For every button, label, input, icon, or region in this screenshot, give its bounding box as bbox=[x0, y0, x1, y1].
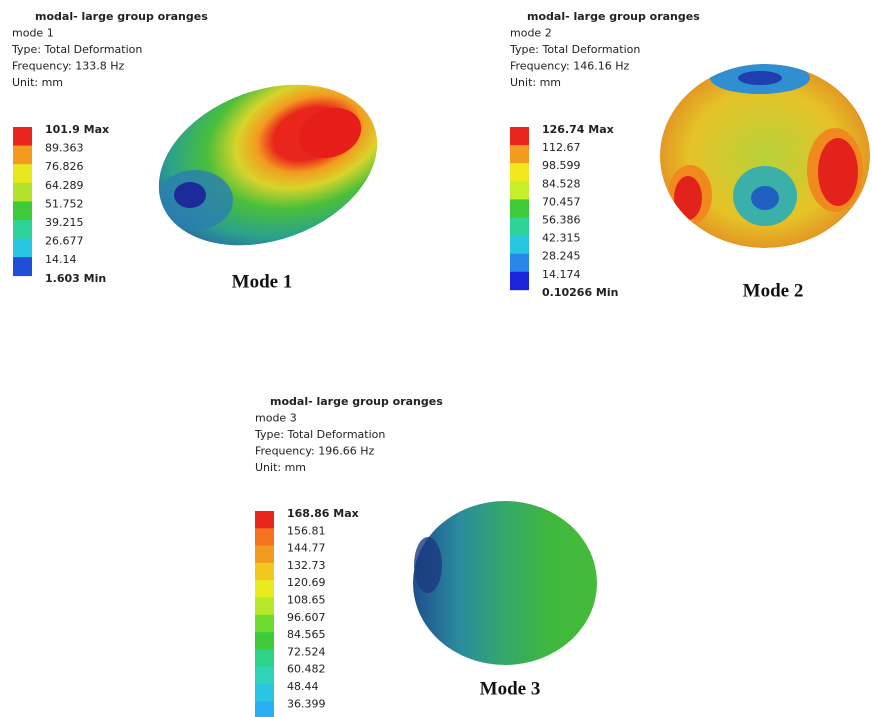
legend-swatch bbox=[255, 667, 274, 685]
panel-title: modal- large group oranges bbox=[270, 395, 443, 408]
legend-swatch bbox=[13, 239, 32, 258]
legend-swatch bbox=[13, 164, 32, 183]
legend-label: 96.607 bbox=[287, 611, 326, 624]
legend-swatch bbox=[510, 163, 529, 181]
legend-swatch bbox=[255, 684, 274, 702]
legend-swatch bbox=[510, 218, 529, 236]
legend-label: 132.73 bbox=[287, 559, 326, 572]
legend-swatch bbox=[13, 127, 32, 146]
legend-label: 36.399 bbox=[287, 697, 326, 710]
legend-label: 70.457 bbox=[542, 195, 581, 208]
legend-label: 84.565 bbox=[287, 628, 326, 641]
panel-title: modal- large group oranges bbox=[527, 10, 700, 23]
legend-swatch bbox=[510, 127, 529, 145]
caption: Mode 1 bbox=[232, 271, 293, 292]
legend-swatch bbox=[510, 236, 529, 254]
legend-label: 76.826 bbox=[45, 160, 84, 173]
legend-label: 120.69 bbox=[287, 576, 326, 589]
panel-unit: Unit: mm bbox=[510, 76, 561, 89]
legend-swatch bbox=[510, 272, 529, 290]
legend-label: 98.599 bbox=[542, 159, 581, 172]
legend-label: 14.174 bbox=[542, 268, 581, 281]
mode1-body bbox=[136, 56, 400, 274]
legend-label: 1.603 Min bbox=[45, 272, 106, 285]
panel-unit: Unit: mm bbox=[12, 76, 63, 89]
legend-label: 112.67 bbox=[542, 141, 581, 154]
legend-label: 72.524 bbox=[287, 645, 326, 658]
legend-swatch bbox=[510, 181, 529, 199]
legend-swatch bbox=[255, 632, 274, 650]
legend-label: 126.74 Max bbox=[542, 123, 614, 136]
legend-swatch bbox=[13, 220, 32, 239]
legend-label: 168.86 Max bbox=[287, 507, 359, 520]
figure: modal- large group oranges mode 1 Type: To… bbox=[0, 0, 872, 717]
legend-swatch bbox=[510, 254, 529, 272]
legend-swatch bbox=[255, 528, 274, 546]
legend-swatch bbox=[13, 183, 32, 202]
legend-swatch bbox=[255, 615, 274, 633]
legend-swatch bbox=[510, 199, 529, 217]
legend-label: 101.9 Max bbox=[45, 123, 109, 136]
legend-label: 14.14 bbox=[45, 253, 77, 266]
panel-type: Type: Total Deformation bbox=[509, 43, 640, 56]
caption: Mode 2 bbox=[743, 280, 804, 301]
panel-unit: Unit: mm bbox=[255, 461, 306, 474]
panel-frequency: Frequency: 133.8 Hz bbox=[12, 60, 124, 73]
caption: Mode 3 bbox=[480, 678, 541, 699]
legend-swatch bbox=[13, 146, 32, 165]
legend-swatch bbox=[255, 598, 274, 616]
mode2-body bbox=[660, 62, 870, 248]
legend-swatch bbox=[13, 257, 32, 276]
legend-label: 42.315 bbox=[542, 232, 581, 245]
panel-mode: mode 1 bbox=[12, 27, 54, 40]
legend-label: 28.245 bbox=[542, 250, 581, 263]
panel-title: modal- large group oranges bbox=[35, 10, 208, 23]
legend-swatch bbox=[255, 546, 274, 564]
legend-label: 51.752 bbox=[45, 197, 84, 210]
panel-frequency: Frequency: 146.16 Hz bbox=[510, 60, 629, 73]
legend-swatch bbox=[255, 701, 274, 717]
mode3-body bbox=[413, 501, 597, 665]
legend-label: 60.482 bbox=[287, 663, 326, 676]
legend-swatch bbox=[13, 201, 32, 220]
legend-label: 0.10266 Min bbox=[542, 286, 618, 299]
legend-swatch bbox=[510, 145, 529, 163]
panel-type: Type: Total Deformation bbox=[254, 428, 385, 441]
legend-label: 108.65 bbox=[287, 594, 326, 607]
panel-mode: mode 2 bbox=[510, 27, 552, 40]
legend-label: 144.77 bbox=[287, 542, 326, 555]
panel-type: Type: Total Deformation bbox=[11, 43, 142, 56]
legend-swatch bbox=[255, 649, 274, 667]
legend-label: 26.677 bbox=[45, 235, 84, 248]
legend-label: 156.81 bbox=[287, 524, 326, 537]
legend-label: 64.289 bbox=[45, 179, 84, 192]
legend-swatch bbox=[255, 580, 274, 598]
legend-label: 84.528 bbox=[542, 177, 581, 190]
panel-frequency: Frequency: 196.66 Hz bbox=[255, 445, 374, 458]
legend-label: 48.44 bbox=[287, 680, 319, 693]
legend-label: 56.386 bbox=[542, 214, 581, 227]
legend-label: 89.363 bbox=[45, 142, 84, 155]
legend-label: 39.215 bbox=[45, 216, 84, 229]
legend-swatch bbox=[255, 511, 274, 529]
panel-mode: mode 3 bbox=[255, 412, 297, 425]
legend-swatch bbox=[255, 563, 274, 581]
